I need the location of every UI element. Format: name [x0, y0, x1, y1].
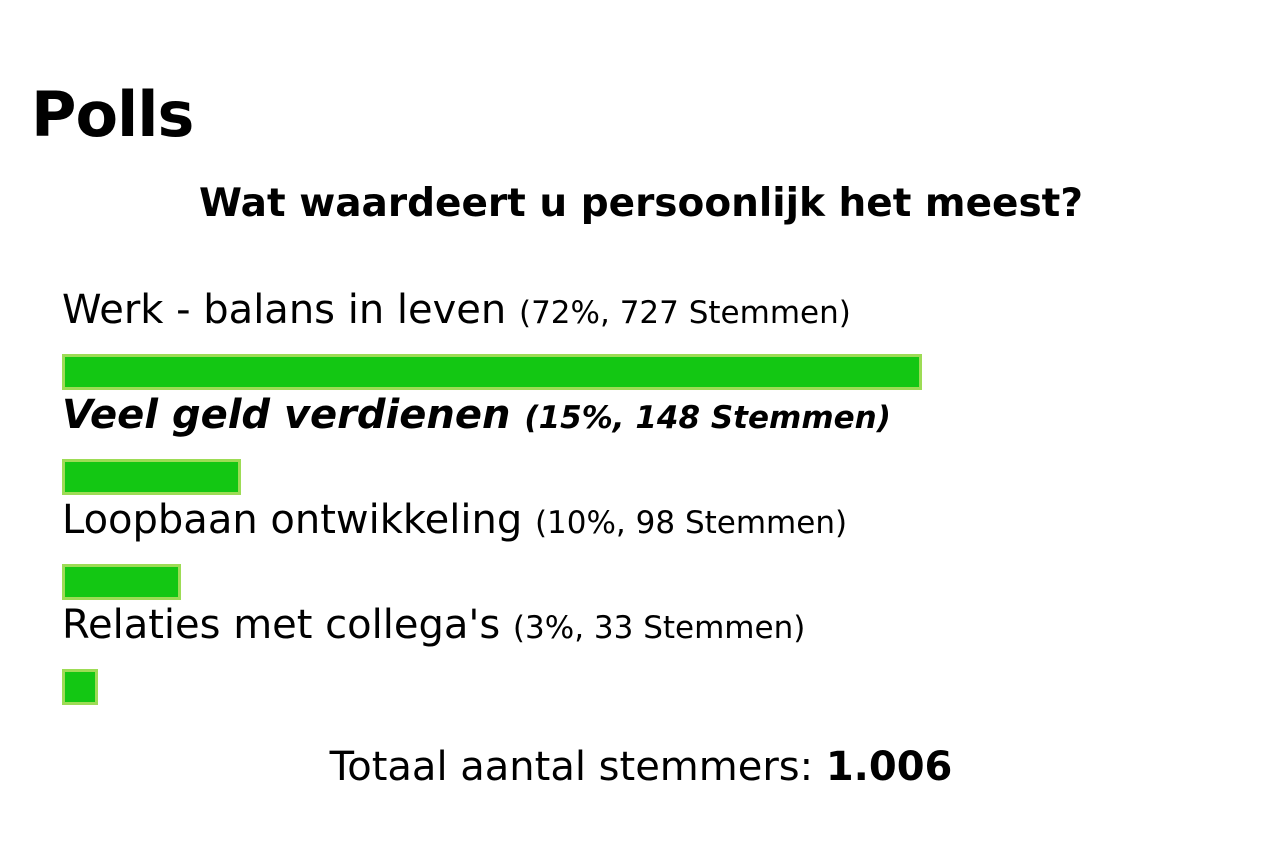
result-bar	[62, 669, 98, 705]
answer-detail: (72%, 727 Stemmen)	[518, 295, 851, 331]
result-bar	[62, 564, 181, 600]
answer-label: Loopbaan ontwikkeling (10%, 98 Stemmen)	[62, 500, 1262, 543]
poll-result-row: Relaties met collega's (3%, 33 Stemmen)	[62, 605, 1262, 705]
result-bar	[62, 459, 241, 495]
answer-detail: (15%, 148 Stemmen)	[524, 400, 891, 436]
answer-detail: (3%, 33 Stemmen)	[512, 610, 806, 646]
answer-label: Relaties met collega's (3%, 33 Stemmen)	[62, 605, 1262, 648]
answer-text: Werk - balans in leven	[62, 287, 507, 333]
total-label: Totaal aantal stemmers:	[329, 744, 814, 790]
poll-result-row: Veel geld verdienen (15%, 148 Stemmen)	[62, 395, 1262, 495]
page-title: Polls	[31, 77, 194, 151]
result-bar	[62, 354, 922, 390]
poll-result-row: Werk - balans in leven (72%, 727 Stemmen…	[62, 290, 1262, 390]
answer-label: Veel geld verdienen (15%, 148 Stemmen)	[62, 395, 1262, 438]
answer-label: Werk - balans in leven (72%, 727 Stemmen…	[62, 290, 1262, 333]
answer-detail: (10%, 98 Stemmen)	[534, 505, 848, 541]
answer-text: Veel geld verdienen	[62, 392, 511, 438]
poll-total: Totaal aantal stemmers: 1.006	[0, 747, 1282, 787]
total-value: 1.006	[825, 744, 953, 790]
poll-result-row: Loopbaan ontwikkeling (10%, 98 Stemmen)	[62, 500, 1262, 600]
answer-text: Relaties met collega's	[62, 602, 501, 648]
poll-question: Wat waardeert u persoonlijk het meest?	[199, 181, 1083, 226]
answer-text: Loopbaan ontwikkeling	[62, 497, 523, 543]
